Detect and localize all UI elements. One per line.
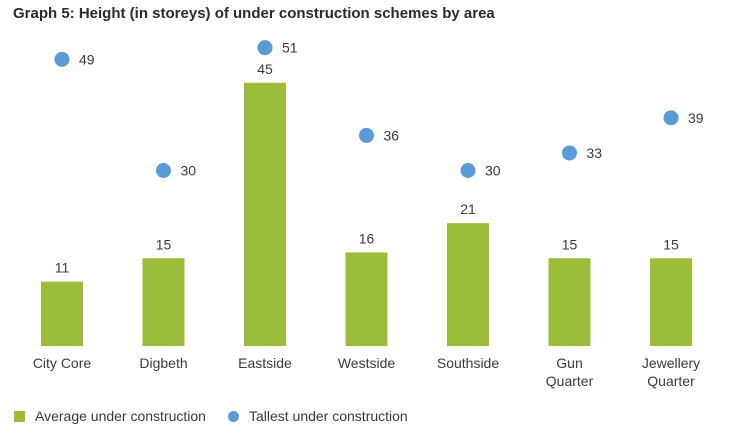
point-tallest bbox=[54, 51, 70, 67]
point-value-label: 51 bbox=[282, 40, 298, 56]
category-label-line: Quarter bbox=[546, 373, 594, 389]
point-tallest bbox=[257, 40, 273, 56]
bar-average bbox=[142, 258, 185, 346]
category-label: Digbeth bbox=[139, 355, 187, 371]
category-label: Gun Quarter bbox=[546, 355, 594, 389]
point-tallest bbox=[663, 110, 679, 126]
category-label-line: Quarter bbox=[647, 373, 695, 389]
category-label: Southside bbox=[437, 355, 499, 371]
bar-value-label: 16 bbox=[359, 230, 375, 246]
category-label-line: Jewellery bbox=[642, 355, 700, 371]
point-value-label: 49 bbox=[79, 51, 95, 67]
bar-average bbox=[244, 82, 286, 346]
category-label-line: Gun bbox=[556, 355, 582, 371]
bar-average bbox=[345, 252, 388, 346]
bar-value-label: 45 bbox=[257, 61, 273, 77]
category-label: Eastside bbox=[238, 355, 292, 371]
bar-value-label: 15 bbox=[562, 236, 578, 252]
point-value-label: 30 bbox=[485, 163, 501, 179]
legend-label-tallest: Tallest under construction bbox=[248, 408, 408, 424]
category-label-line: Westside bbox=[338, 355, 396, 371]
category-label: City Core bbox=[33, 355, 92, 371]
bar-average bbox=[41, 281, 83, 346]
category-label-line: City Core bbox=[33, 355, 92, 371]
point-tallest bbox=[359, 127, 374, 143]
legend-item-average: Average under construction bbox=[14, 408, 206, 424]
category-label-line: Eastside bbox=[238, 355, 292, 371]
chart-plot: 11 15 45 16 21 15 15 49 30 51 36 30 33 39 City Core D… bbox=[33, 40, 704, 389]
category-labels-layer: City Core Digbeth Eastside Westside Southsid… bbox=[33, 355, 700, 389]
bar-average bbox=[447, 223, 489, 346]
legend-label-average: Average under construction bbox=[35, 408, 206, 424]
bar-value-label: 21 bbox=[460, 201, 476, 217]
legend-dot-icon bbox=[227, 410, 239, 422]
bar-value-label: 11 bbox=[55, 260, 70, 276]
bar-average bbox=[548, 258, 591, 346]
category-label: Westside bbox=[338, 355, 396, 371]
category-label-line: Southside bbox=[437, 355, 499, 371]
bar-value-label: 15 bbox=[663, 236, 679, 252]
bar-average bbox=[650, 258, 692, 346]
legend: Average under construction Tallest under… bbox=[14, 408, 430, 424]
point-value-label: 30 bbox=[181, 163, 197, 179]
category-label-line: Digbeth bbox=[139, 355, 187, 371]
chart-title: Graph 5: Height (in storeys) of under co… bbox=[13, 5, 495, 22]
legend-square-icon bbox=[14, 410, 25, 422]
point-value-label: 33 bbox=[587, 145, 603, 161]
point-tallest bbox=[460, 163, 476, 178]
legend-item-tallest: Tallest under construction bbox=[227, 408, 408, 424]
point-tallest bbox=[562, 145, 577, 161]
point-value-label: 36 bbox=[384, 127, 400, 143]
point-value-label: 39 bbox=[688, 110, 704, 126]
bar-value-label: 15 bbox=[156, 236, 172, 252]
points-layer: 49 30 51 36 30 33 39 bbox=[54, 40, 704, 179]
category-label: Jewellery Quarter bbox=[642, 355, 700, 389]
bars-layer: 11 15 45 16 21 15 15 bbox=[41, 61, 692, 346]
point-tallest bbox=[156, 163, 171, 178]
